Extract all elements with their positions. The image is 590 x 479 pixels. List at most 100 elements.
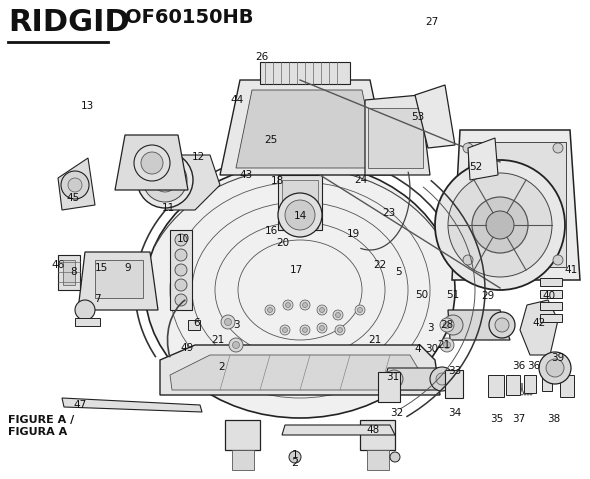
Bar	[282, 180, 318, 228]
Text: 15: 15	[94, 263, 107, 273]
Text: 42: 42	[532, 318, 546, 328]
Text: 34: 34	[448, 408, 461, 418]
Circle shape	[303, 303, 307, 308]
Text: 21: 21	[368, 335, 382, 345]
Circle shape	[385, 370, 403, 388]
Circle shape	[443, 315, 463, 335]
Text: 1: 1	[291, 450, 299, 460]
Text: 2: 2	[291, 458, 299, 468]
Text: RIDGID: RIDGID	[8, 8, 130, 37]
Circle shape	[333, 310, 343, 320]
Polygon shape	[165, 155, 220, 210]
Circle shape	[175, 294, 187, 306]
Circle shape	[229, 338, 243, 352]
Bar	[170, 230, 192, 310]
Bar	[378, 372, 400, 402]
Circle shape	[390, 452, 400, 462]
Polygon shape	[452, 130, 580, 280]
Circle shape	[75, 300, 95, 320]
Text: 10: 10	[176, 234, 189, 244]
Text: 39: 39	[552, 353, 565, 363]
Circle shape	[444, 342, 451, 349]
Text: 33: 33	[448, 366, 461, 376]
Text: OF60150HB: OF60150HB	[125, 8, 254, 27]
Bar	[278, 175, 322, 230]
Text: 30: 30	[425, 344, 438, 354]
Text: 22: 22	[373, 260, 386, 270]
Bar	[360, 420, 395, 450]
Polygon shape	[468, 138, 498, 180]
Bar	[232, 450, 254, 470]
Circle shape	[435, 160, 565, 290]
Polygon shape	[220, 80, 390, 175]
Circle shape	[175, 234, 187, 246]
Text: 6: 6	[194, 318, 201, 328]
Polygon shape	[62, 398, 202, 412]
Text: 52: 52	[470, 162, 483, 172]
Text: 31: 31	[386, 372, 399, 382]
Text: 51: 51	[447, 290, 460, 300]
Bar	[95, 260, 143, 298]
Circle shape	[448, 173, 552, 277]
Circle shape	[285, 200, 315, 230]
Circle shape	[61, 171, 89, 199]
Text: FIGURE A /
FIGURA A: FIGURE A / FIGURA A	[8, 415, 74, 436]
Circle shape	[440, 338, 454, 352]
Circle shape	[300, 300, 310, 310]
Polygon shape	[365, 95, 430, 175]
Circle shape	[355, 305, 365, 315]
Bar	[468, 142, 566, 267]
Circle shape	[141, 152, 163, 174]
Circle shape	[486, 211, 514, 239]
Polygon shape	[282, 425, 395, 435]
Circle shape	[440, 318, 454, 332]
Polygon shape	[448, 310, 510, 340]
Text: 25: 25	[264, 135, 278, 145]
Bar	[75, 318, 100, 326]
Text: 12: 12	[191, 152, 205, 162]
Text: 41: 41	[565, 265, 578, 275]
Circle shape	[175, 279, 187, 291]
Circle shape	[303, 328, 307, 332]
Circle shape	[175, 249, 187, 261]
Text: 21: 21	[437, 340, 451, 350]
Text: 17: 17	[289, 265, 303, 275]
Bar	[488, 375, 504, 397]
Text: 19: 19	[346, 229, 360, 239]
Text: 49: 49	[181, 343, 194, 353]
Circle shape	[430, 367, 454, 391]
Circle shape	[546, 359, 564, 377]
Text: 24: 24	[355, 175, 368, 185]
Circle shape	[320, 326, 325, 331]
Bar	[367, 450, 389, 470]
Circle shape	[225, 319, 231, 326]
Text: 16: 16	[264, 226, 278, 236]
Text: 3: 3	[232, 320, 240, 330]
Circle shape	[283, 300, 293, 310]
Circle shape	[337, 328, 343, 332]
Text: 45: 45	[66, 193, 80, 203]
Circle shape	[300, 325, 310, 335]
Circle shape	[68, 178, 82, 192]
Polygon shape	[415, 85, 455, 148]
Bar	[188, 320, 200, 330]
Text: 28: 28	[440, 320, 454, 330]
Circle shape	[444, 321, 451, 329]
Circle shape	[358, 308, 362, 312]
Text: 44: 44	[230, 95, 244, 105]
Bar	[560, 375, 574, 397]
Ellipse shape	[145, 162, 455, 418]
Circle shape	[265, 305, 275, 315]
Polygon shape	[78, 252, 158, 310]
Text: 9: 9	[124, 263, 132, 273]
Circle shape	[175, 264, 187, 276]
Polygon shape	[382, 368, 448, 390]
Bar	[524, 375, 536, 393]
Circle shape	[317, 305, 327, 315]
Bar	[542, 375, 552, 391]
Text: 36: 36	[512, 361, 526, 371]
Text: 27: 27	[425, 17, 438, 27]
Text: 37: 37	[512, 414, 526, 424]
Text: 26: 26	[255, 52, 268, 62]
Circle shape	[232, 342, 240, 349]
